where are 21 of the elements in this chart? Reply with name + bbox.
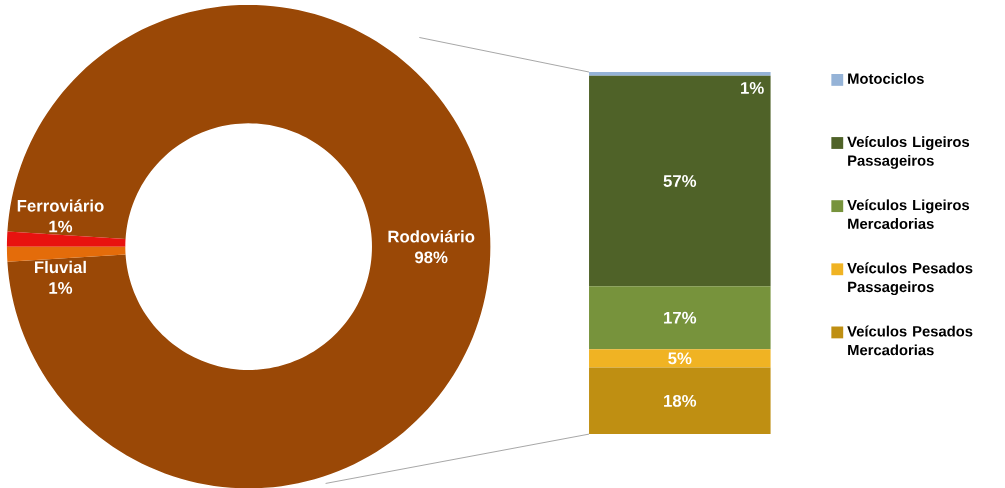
data-label: 1% <box>49 220 73 233</box>
data-label: 57% <box>663 174 697 187</box>
slice-label: Ferroviário <box>17 199 104 212</box>
bar <box>589 367 771 434</box>
bar <box>589 348 771 368</box>
data-label: 5% <box>668 352 692 365</box>
legend-label: Veículos Ligeiros Passageiros <box>847 135 970 169</box>
slice-label: Fluvial <box>35 260 86 273</box>
legend-label: Veículos Pesados Mercadorias <box>847 325 973 356</box>
legend-label: Motociclos <box>848 72 924 84</box>
data-label: 98% <box>414 251 448 264</box>
data-label: 18% <box>664 394 697 407</box>
bar <box>589 71 771 76</box>
slice-label: Rodoviário <box>388 229 475 243</box>
data-label: 1% <box>49 281 73 294</box>
data-label: 1% <box>741 81 764 94</box>
legend-label: Veículos Pesados Passageiros <box>847 262 973 295</box>
legend-label: Veículos Ligeiros Mercadorias <box>847 199 970 229</box>
bar <box>589 286 771 349</box>
bar <box>589 75 771 287</box>
data-label: 17% <box>664 311 697 324</box>
